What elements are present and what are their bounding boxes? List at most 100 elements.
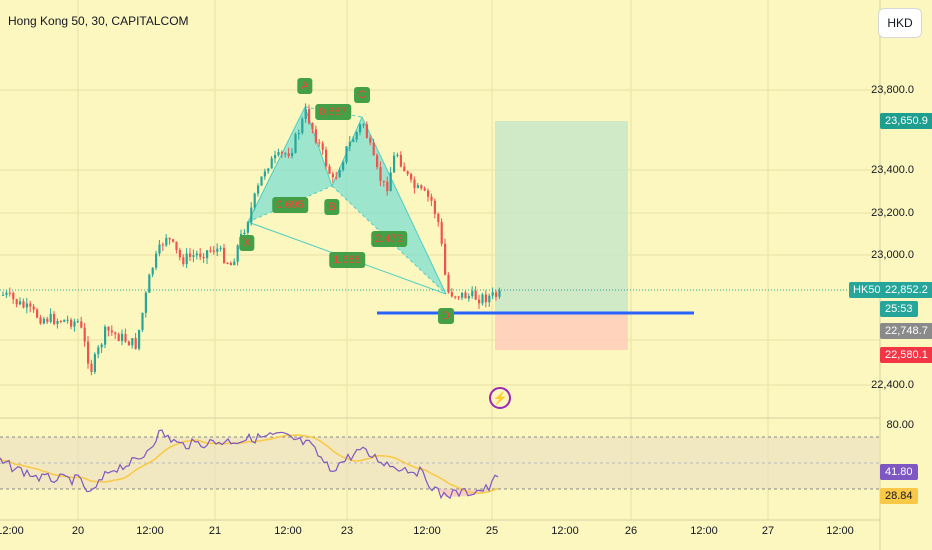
candle-body xyxy=(321,143,324,150)
entry-price-tag: 22,748.7 xyxy=(880,323,932,339)
candle-body xyxy=(216,248,219,252)
candle-body xyxy=(114,332,117,335)
candle-body xyxy=(131,338,134,346)
candle-body xyxy=(138,329,141,349)
candle-body xyxy=(209,250,212,252)
candle-body xyxy=(304,108,307,119)
time-tick: 21 xyxy=(208,525,222,537)
candle-body xyxy=(297,132,300,134)
candle-body xyxy=(331,173,334,178)
candle-body xyxy=(100,344,103,348)
candle-body xyxy=(420,185,423,189)
candle-body xyxy=(165,237,168,246)
candle-body xyxy=(369,137,372,143)
candle-body xyxy=(437,213,440,223)
current-price-tag: 22,852.2 xyxy=(880,282,932,298)
candle-body xyxy=(243,232,246,235)
candle-body xyxy=(311,123,314,130)
candle-body xyxy=(294,133,297,153)
candle-body xyxy=(481,294,484,304)
time-tick: 26 xyxy=(624,525,638,537)
candle-body xyxy=(144,292,147,313)
candle-body xyxy=(178,249,181,258)
candle-body xyxy=(484,294,487,303)
candle-body xyxy=(478,299,481,304)
candle-body xyxy=(352,139,355,142)
candle-body xyxy=(195,253,198,256)
candle-body xyxy=(318,142,321,144)
candle-body xyxy=(229,263,232,266)
candle-body xyxy=(284,153,287,155)
candle-body xyxy=(348,141,351,147)
rsi-ma-line xyxy=(0,434,499,494)
pattern-point-c: C xyxy=(354,87,370,103)
candle-body xyxy=(199,253,202,257)
candle-body xyxy=(372,142,375,156)
candle-body xyxy=(70,319,73,327)
candle-body xyxy=(19,301,22,305)
candle-body xyxy=(36,309,39,318)
candle-body xyxy=(189,253,192,257)
candle-body xyxy=(345,146,348,163)
candle-body xyxy=(83,327,86,342)
candle-body xyxy=(175,241,178,250)
candle-body xyxy=(151,267,154,275)
candle-body xyxy=(491,292,494,296)
price-tick: 23,200.0 xyxy=(871,207,914,219)
candle-body xyxy=(314,129,317,143)
candle-body xyxy=(410,174,413,180)
candle-body xyxy=(396,154,399,156)
candle-body xyxy=(12,293,15,300)
candle-body xyxy=(226,262,229,264)
candle-body xyxy=(90,363,93,372)
candle-body xyxy=(440,222,443,244)
stop-price-tag: 22,580.1 xyxy=(880,347,932,363)
pattern-point-b: B xyxy=(324,199,340,215)
candle-body xyxy=(416,185,419,188)
candle-body xyxy=(253,193,256,208)
candle-body xyxy=(338,170,341,178)
grid xyxy=(0,0,880,520)
candle-body xyxy=(328,166,331,174)
currency-button[interactable]: HKD xyxy=(878,8,922,38)
candle-body xyxy=(474,290,477,300)
candle-body xyxy=(386,181,389,192)
price-tick: 23,400.0 xyxy=(871,164,914,176)
candle-body xyxy=(461,292,464,298)
candle-body xyxy=(182,257,185,265)
candle-body xyxy=(399,154,402,167)
candle-body xyxy=(277,151,280,156)
candle-body xyxy=(185,253,188,265)
candle-body xyxy=(104,326,107,345)
time-tick: 23 xyxy=(340,525,354,537)
candle-body xyxy=(250,207,253,223)
rsi-value-tag: 41.80 xyxy=(880,464,918,480)
time-tick: 12:00 xyxy=(413,525,441,537)
candle-body xyxy=(246,222,249,233)
candle-body xyxy=(488,295,491,303)
candle-body xyxy=(161,244,164,246)
candle-body xyxy=(5,292,8,295)
stop-zone[interactable] xyxy=(495,313,628,350)
candlestick-series xyxy=(2,103,501,376)
pattern-point-a: A xyxy=(297,78,313,94)
time-tick: 27 xyxy=(761,525,775,537)
target-zone[interactable] xyxy=(495,121,628,313)
candle-body xyxy=(233,261,236,266)
candle-body xyxy=(376,155,379,168)
lightning-bolt-icon[interactable]: ⚡ xyxy=(489,387,511,409)
candle-body xyxy=(365,124,368,138)
candle-body xyxy=(134,338,137,349)
candle-body xyxy=(107,326,110,331)
symbol-tag: HK50 xyxy=(849,282,885,298)
candle-body xyxy=(423,188,426,191)
candle-body xyxy=(192,255,195,257)
pattern-ratio: 0.887 xyxy=(315,104,351,120)
candle-body xyxy=(117,334,120,342)
time-tick: 12:00 xyxy=(551,525,579,537)
time-tick: 12:00 xyxy=(0,525,24,537)
time-tick: 25 xyxy=(485,525,499,537)
candle-body xyxy=(172,239,175,242)
candle-body xyxy=(270,158,273,169)
